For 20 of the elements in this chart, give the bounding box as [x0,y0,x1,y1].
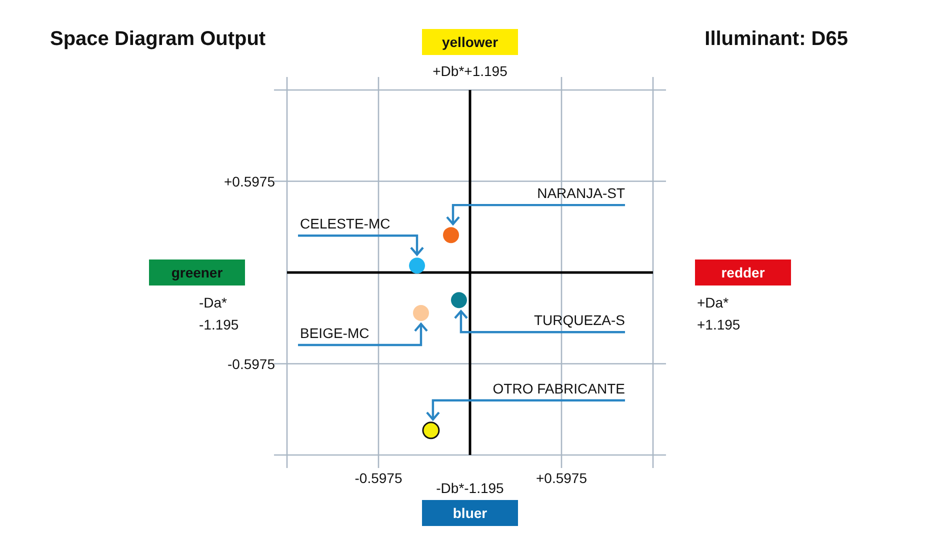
text: yellower [442,34,499,50]
text: NARANJA-ST [537,185,626,202]
text: OTRO FABRICANTE [492,380,625,396]
text: BEIGE-MC [300,324,370,341]
text: -Db*-1.195 [436,480,504,496]
text: -Da* -1.195 [199,294,239,332]
text: TURQUEZA-S [534,312,625,328]
text: redder [721,264,766,280]
point [409,258,426,274]
text: CELESTE-MC [300,216,390,232]
point [443,227,460,244]
text: +Db*+1.195 [432,63,508,79]
text: greener [171,264,224,280]
point [412,304,429,321]
text: Illuminant: D65 [704,28,848,50]
text: bluer [452,505,488,521]
point [450,292,467,308]
text: +Da* +1.195 [697,294,740,332]
chart-title: Space Diagram Output [50,28,266,50]
point [422,422,440,440]
